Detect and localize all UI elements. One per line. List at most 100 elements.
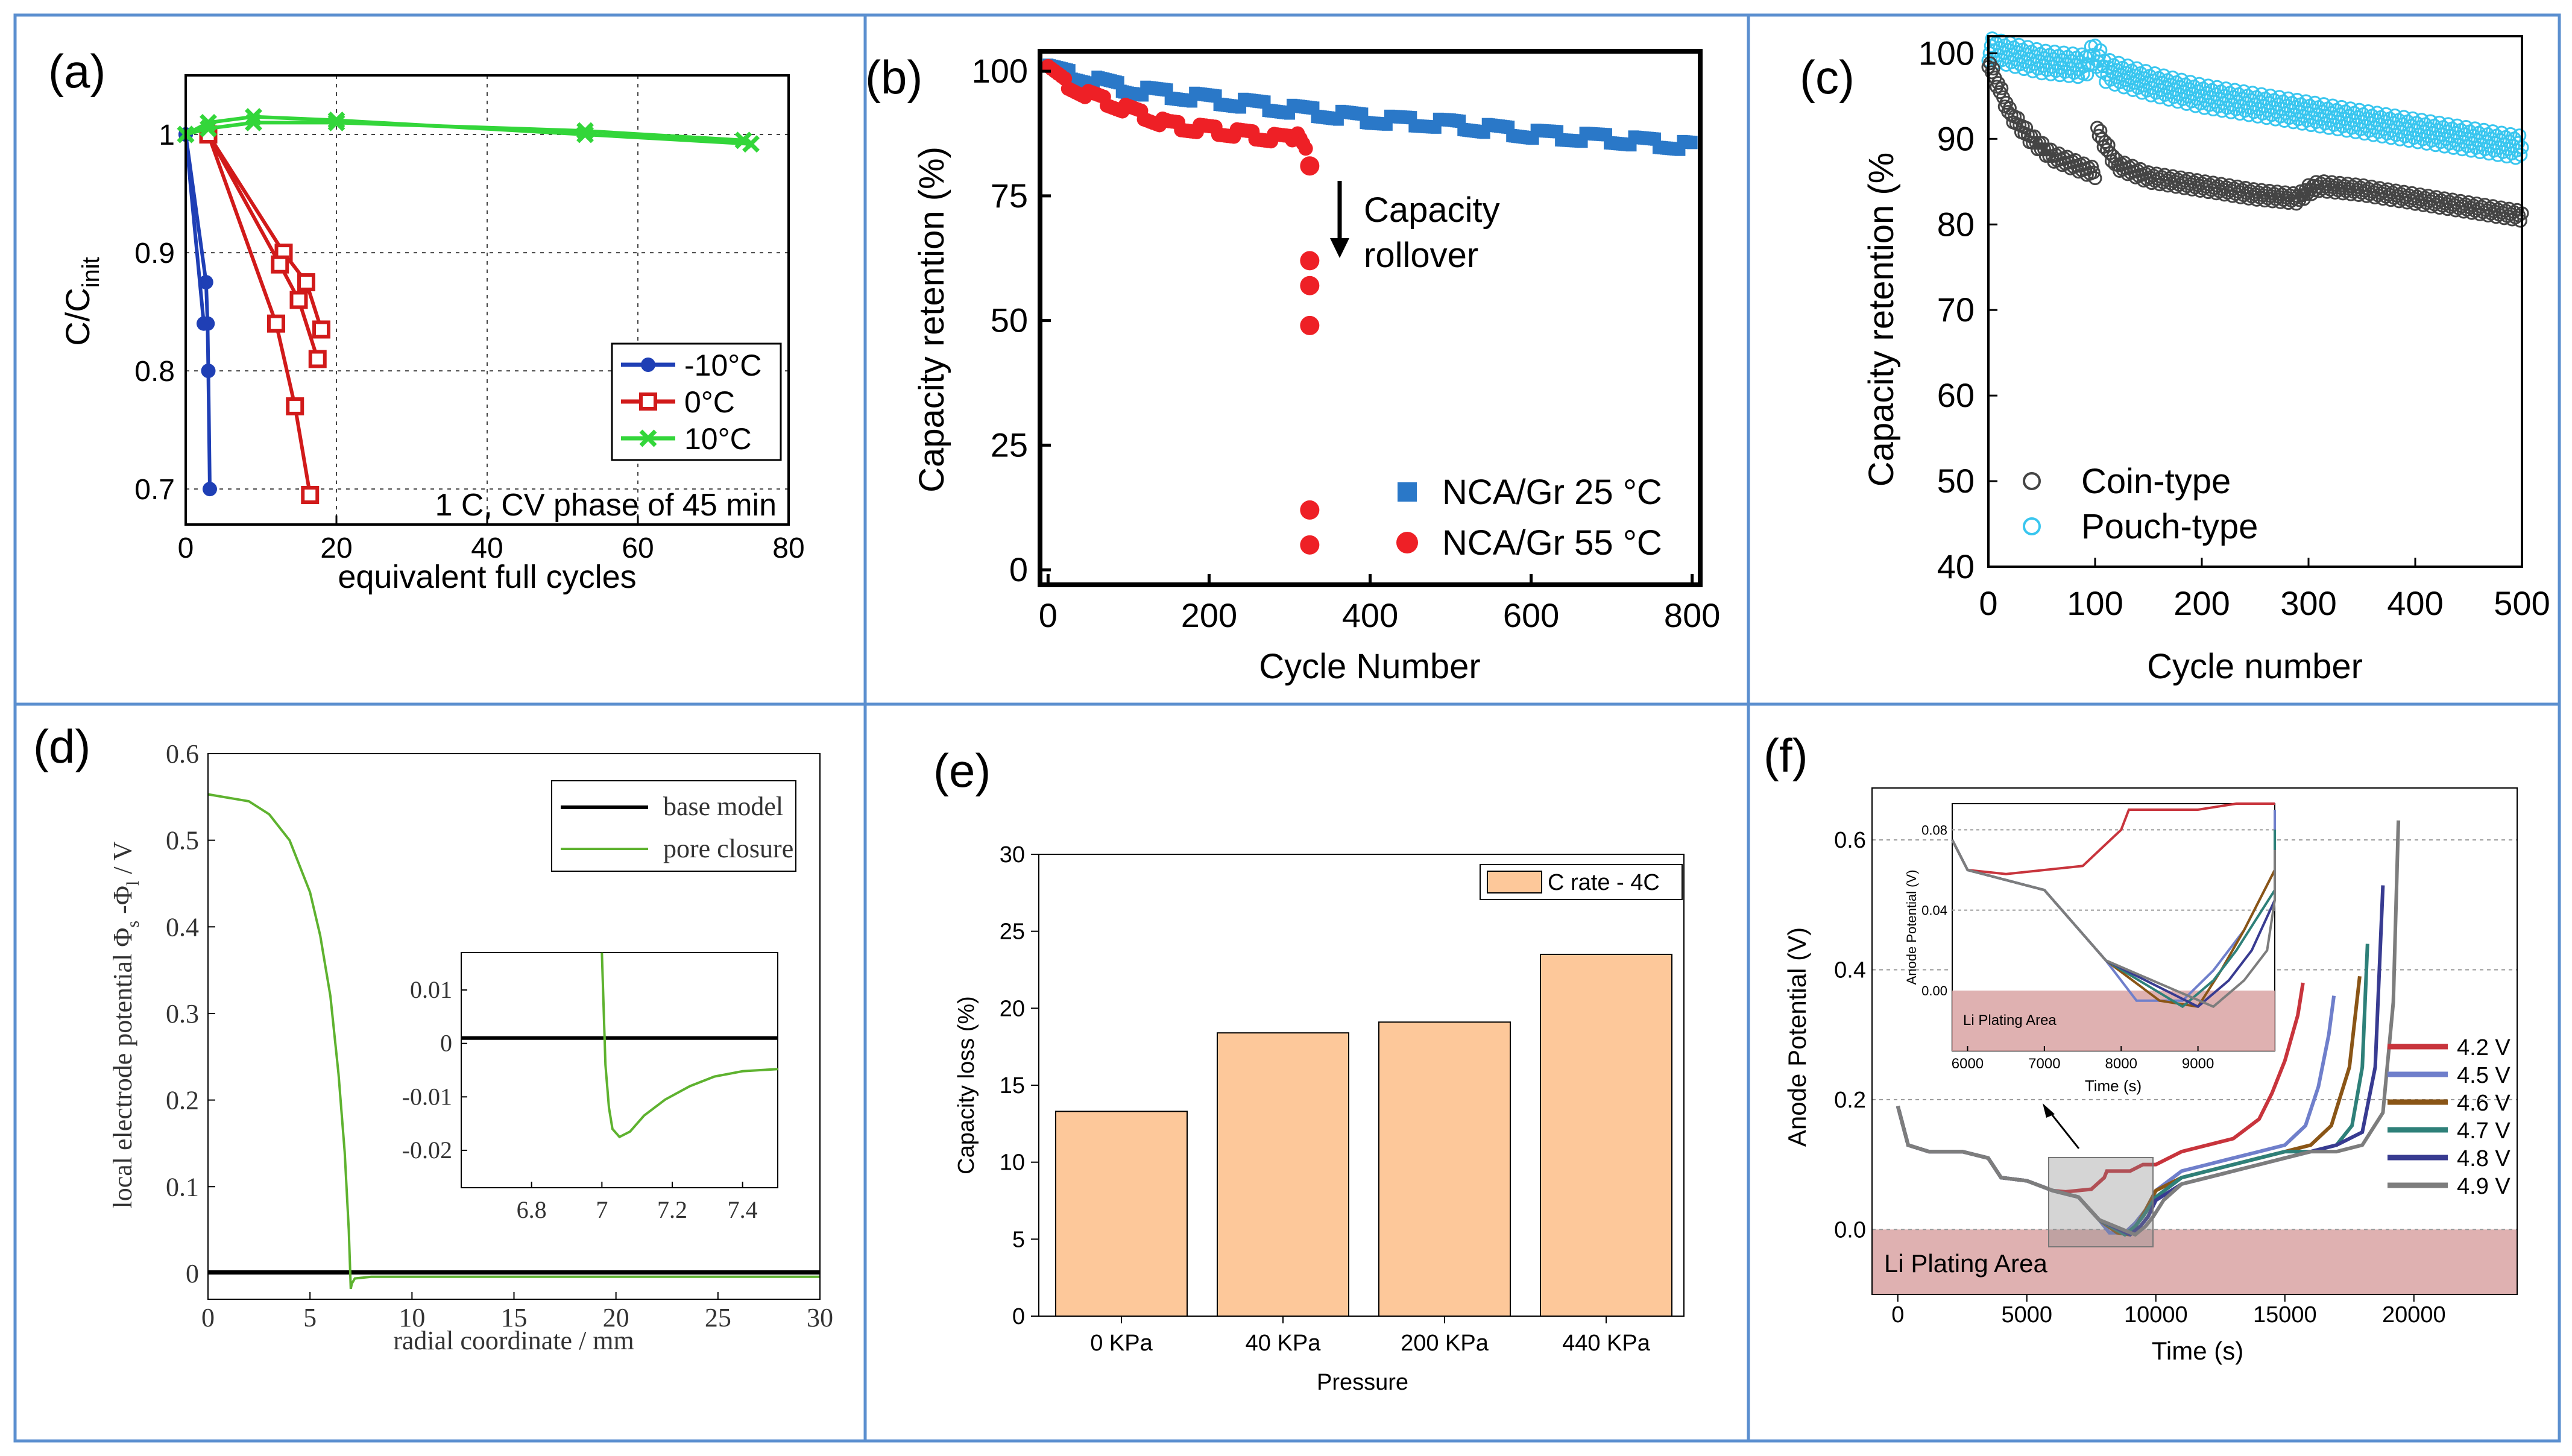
c-point-coin [2098,135,2113,150]
c-xtick-label: 400 [2387,584,2443,622]
chart-d-xlabel: radial coordinate / mm [393,1326,634,1355]
b-point-55c [1300,276,1320,295]
c-point-coin [2086,165,2101,180]
panel-label-c: (c) [1800,51,1855,104]
a-point [734,131,752,150]
d-inset-ytick-label: -0.01 [402,1083,452,1110]
f-legend-label-1: 4.5 V [2457,1063,2511,1088]
c-point-coin [2088,171,2102,186]
b-xtick-label: 400 [1342,596,1398,634]
a-ytick-label: 0.9 [134,238,175,269]
c-point-coin [1994,81,2009,95]
a-point [576,122,594,140]
chart-c-legend-0: Coin-type [2081,462,2231,501]
d-ytick-label: 0.6 [166,739,199,769]
chart-a-legend-0: -10°C [684,348,761,382]
b-xtick-label: 600 [1503,596,1559,634]
f-legend-label-4: 4.8 V [2457,1146,2511,1171]
chart-d-legend-1: pore closure [663,834,793,863]
chart-f: 0.0 0.2 0.4 0.6 0 5000 10000 15000 20000 Time (s… [1783,787,2518,1365]
c-ytick-label: 50 [1937,462,1975,500]
chart-e-legend: C rate - 4C [1480,864,1683,900]
chart-a-legend: -10°C 0°C 10°C [611,342,782,461]
a-point [312,320,330,339]
f-inset-xtick-label: 6000 [1952,1056,1984,1072]
chart-f-ylabel: Anode Potential (V) [1783,927,1811,1147]
chart-f-zoom-arrow [2047,1110,2080,1149]
d-xtick-label: 20 [603,1303,629,1332]
d-inset-xtick-label: 6.8 [517,1196,547,1223]
a-xtick-label: 60 [622,532,654,564]
d-ytick-label: 0.5 [166,826,199,856]
b-ytick-label: 75 [991,177,1028,215]
rollover-arrowhead [1330,238,1349,258]
chart-a: 0 20 40 60 80 0.7 0.8 0.9 1 equivalent full cycl… [58,74,805,595]
chart-d: 0 5 10 15 20 25 30 0 0.1 0.2 0.3 0.4 0.5 0.6 radial c… [108,739,833,1355]
chart-d-legend-0: base model [663,792,783,821]
f-ytick-label: 0.0 [1834,1217,1866,1243]
a-series-line [206,133,312,496]
e-ytick-label: 25 [1000,919,1025,945]
c-xtick-label: 200 [2173,584,2230,622]
f-legend-label-3: 4.7 V [2457,1118,2511,1144]
e-ytick-label: 5 [1012,1227,1025,1252]
legend-marker-55c [1396,532,1418,553]
c-point-coin [2513,213,2527,228]
d-xtick-label: 25 [705,1303,731,1332]
f-inset-ytick-label: 0.04 [1921,903,1947,918]
a-point [201,364,216,379]
a-point [267,314,285,333]
chart-b-xlabel: Cycle Number [1259,647,1480,686]
f-ytick-label: 0.2 [1834,1088,1866,1113]
c-point-coin [2101,138,2116,153]
e-xtick-label: 40 KPa [1246,1331,1322,1356]
chart-c-legend: Coin-type Pouch-type [2023,462,2258,546]
chart-a-legend-1: 0°C [684,385,735,419]
c-ytick-label: 80 [1937,205,1975,243]
c-xtick-label: 300 [2280,584,2336,622]
e-xtick-label: 200 KPa [1401,1331,1489,1356]
b-ytick-label: 25 [991,426,1028,464]
f-xtick-label: 5000 [2002,1302,2053,1328]
d-ytick-label: 0.1 [166,1172,199,1202]
b-point-55c [1300,535,1320,555]
d-ytick-label: 0.4 [166,912,199,942]
chart-f-inset-xlabel: Time (s) [2085,1077,2142,1095]
d-xtick-label: 0 [201,1303,215,1332]
a-ytick-label: 0.8 [134,356,175,388]
d-ytick-label: 0.2 [166,1086,199,1115]
chart-a-ylabel: C/Cinit [58,257,104,346]
chart-f-legend: 4.2 V 4.5 V 4.6 V4.7 V4.8 V 4.9 V [2388,1035,2511,1199]
f-inset-xtick-label: 8000 [2105,1056,2137,1072]
f-xtick-label: 0 [1891,1302,1904,1328]
c-xtick-label: 100 [2067,584,2123,622]
f-inset-xtick-label: 9000 [2182,1056,2214,1072]
chart-b-annotation: Capacity rollover [1330,181,1500,275]
chart-a-xlabel: equivalent full cycles [338,559,636,595]
b-point-55c [1300,500,1320,520]
chart-c-frame [1987,35,2523,568]
chart-e-ylabel: Capacity loss (%) [954,996,979,1174]
chart-f-xlabel: Time (s) [2152,1337,2243,1365]
b-point-55c [1300,251,1320,271]
d-inset-line-pore-closure [600,952,778,1139]
panel-borders [13,13,2561,1443]
chart-e-xlabel: Pressure [1317,1370,1408,1395]
panel-label-b: (b) [865,51,922,104]
chart-b-legend-1: NCA/Gr 55 °C [1442,523,1662,563]
b-xtick-label: 200 [1181,596,1237,634]
b-xtick-label: 0 [1039,596,1057,634]
d-line-pore-closure [207,793,820,1290]
f-ytick-label: 0.4 [1834,958,1866,983]
a-point [203,482,217,497]
chart-f-zoom-arrowhead [2043,1103,2055,1118]
chart-b-legend: NCA/Gr 25 °C NCA/Gr 55 °C [1396,473,1662,563]
chart-d-ylabel-sub1: s [123,921,143,928]
chart-b-annotation-line2: rollover [1364,236,1478,275]
c-point-coin [2093,124,2108,138]
chart-b: 0 200 400 600 800 0 25 50 75 100 Cycle Number Cap… [912,49,1720,686]
chart-f-zoom-box [2048,1157,2154,1247]
chart-d-legend: base model pore closure [551,780,796,872]
a-ytick-label: 1 [159,119,175,151]
legend-marker-0 [639,392,657,411]
